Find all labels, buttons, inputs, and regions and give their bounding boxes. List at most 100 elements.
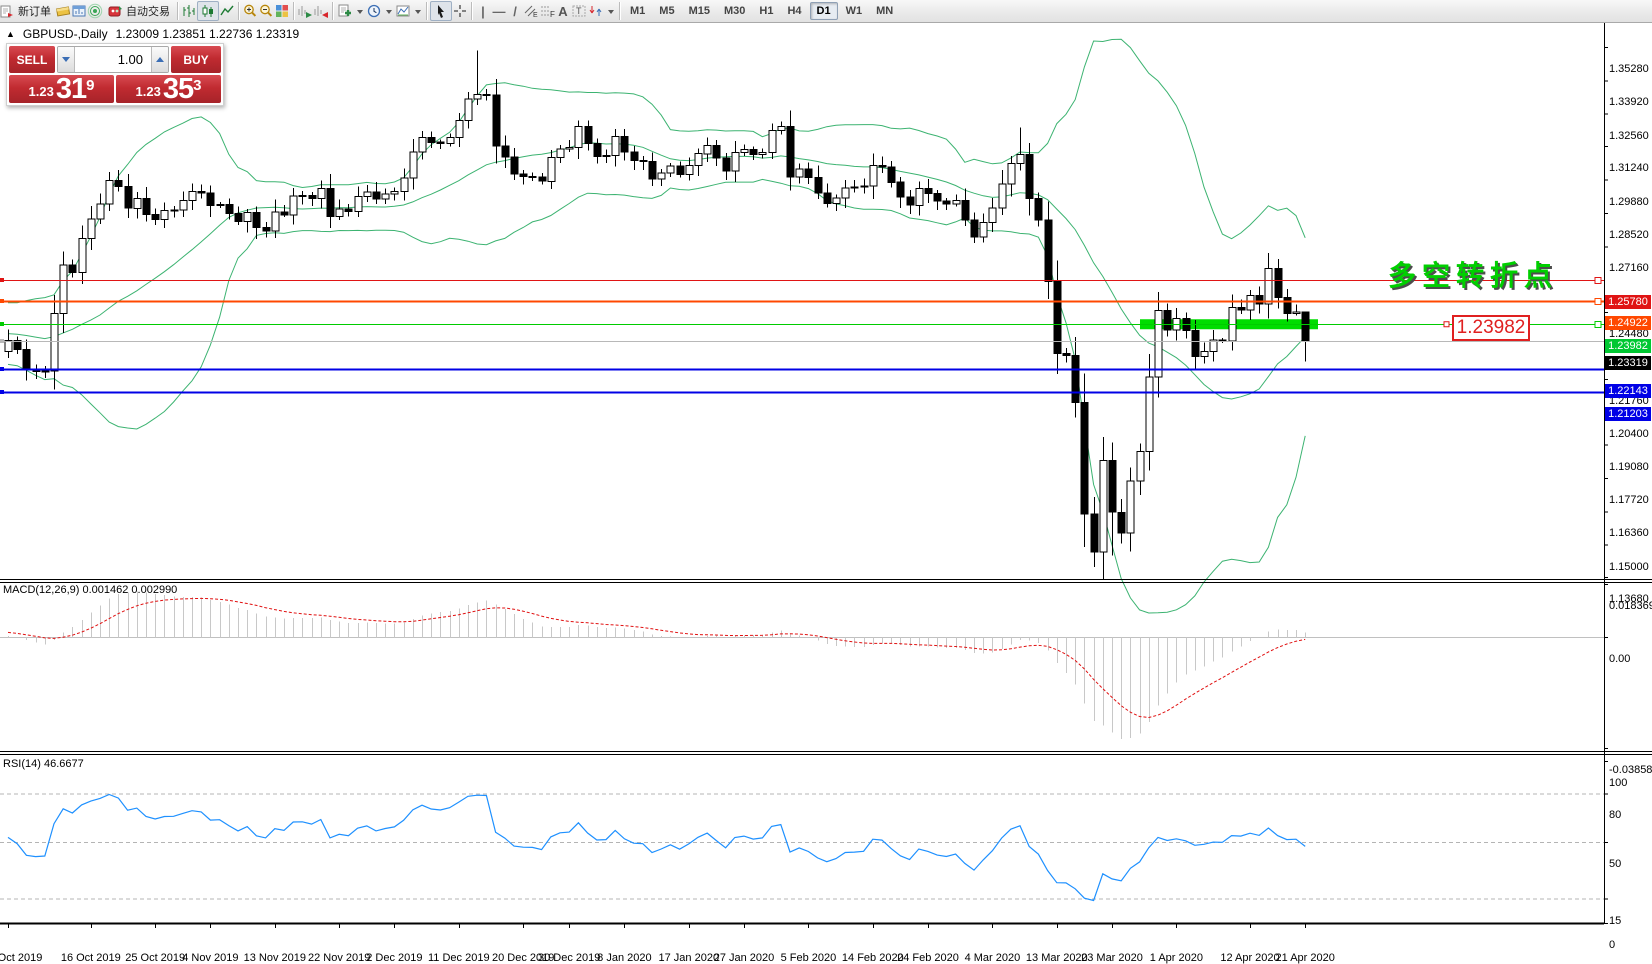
macd-axis-tick: -0.038585 (1609, 764, 1652, 776)
main-toolbar: 新订单 自动交易 (0, 0, 1652, 23)
price-axis-tick: 1.17720 (1609, 493, 1649, 506)
price-axis-tick: 1.19080 (1609, 460, 1649, 473)
price-axis-tick: 1.35280 (1609, 63, 1649, 75)
price-axis-badge: 1.22143 (1605, 384, 1651, 399)
timeframe-group: M1 M5 M15 M30 H1 H4 D1 W1 MN (623, 2, 900, 20)
down-arrow-icon (62, 57, 70, 66)
price-chart-canvas[interactable]: ▲ GBPUSD-,Daily 1.23009 1.23851 1.22736 … (0, 22, 1652, 964)
price-axis-tick: 1.27160 (1609, 262, 1649, 275)
timeframe-h1[interactable]: H1 (759, 5, 774, 17)
volume-input[interactable] (75, 47, 151, 72)
up-arrow-icon (156, 53, 164, 62)
turning-point-annotation[interactable]: 多空转折点 (1388, 260, 1559, 291)
toolbar-separator (332, 2, 333, 20)
price-axis-badge: 1.25780 (1605, 295, 1651, 310)
windows-icon[interactable] (71, 3, 87, 19)
rsi-axis-tick: 0 (1609, 939, 1616, 951)
price-axis-tick: 1.31240 (1609, 162, 1649, 175)
line-chart-icon[interactable] (219, 3, 235, 19)
ask-price-prefix: 1.23 (135, 84, 161, 99)
auto-trading-icon (107, 3, 123, 19)
new-order-icon (0, 3, 15, 19)
date-axis-label: 21 Apr 2020 (1275, 952, 1335, 964)
gold-box-icon[interactable] (55, 3, 71, 19)
toolbar-separator (177, 2, 178, 20)
text-tool-icon[interactable]: A (558, 3, 568, 19)
price-axis-tick: 1.13680 (1609, 593, 1649, 606)
bid-price-big: 31 (55, 73, 87, 105)
volume-decrease-button[interactable] (58, 47, 75, 72)
toolbar-separator (426, 2, 427, 20)
auto-scroll-icon[interactable] (297, 3, 313, 19)
chart-title: ▲ GBPUSD-,Daily 1.23009 1.23851 1.22736 … (6, 27, 299, 41)
channel-tool-icon[interactable]: E (523, 3, 539, 19)
price-axis-tick: 1.28520 (1609, 228, 1649, 241)
auto-trading-button[interactable]: 自动交易 (103, 1, 174, 21)
timeframe-m5[interactable]: M5 (659, 5, 675, 17)
timeframe-m15[interactable]: M15 (688, 5, 710, 17)
indicators-button[interactable] (336, 1, 365, 21)
ask-price-pip: 3 (193, 77, 202, 94)
arrows-caret-icon (608, 9, 614, 17)
chart-drawing[interactable] (0, 22, 1652, 947)
crosshair-icon[interactable] (452, 3, 468, 19)
label-tool-icon[interactable]: T (571, 3, 587, 19)
price-callout-label[interactable]: 1.23982 (1452, 315, 1530, 341)
trendline-tool-icon[interactable]: / (513, 3, 517, 19)
rsi-axis-tick: 80 (1609, 809, 1622, 822)
timeframe-m30[interactable]: M30 (723, 5, 746, 17)
arrows-icon (588, 3, 604, 19)
fibonacci-tool-icon[interactable]: F (539, 3, 555, 19)
toolbar-separator (619, 2, 620, 20)
arrows-button[interactable] (587, 1, 616, 21)
timeframe-m1[interactable]: M1 (630, 5, 646, 17)
cursor-button[interactable] (430, 1, 452, 21)
timeframe-w1[interactable]: W1 (845, 5, 863, 17)
candlestick-chart-icon (200, 3, 216, 19)
chart-shift-icon[interactable] (313, 3, 329, 19)
timeframe-h4[interactable]: H4 (787, 5, 802, 17)
signals-icon[interactable] (87, 3, 103, 19)
sell-button[interactable]: SELL (9, 46, 55, 73)
symbol-period-label: GBPUSD-,Daily (22, 27, 108, 41)
volume-increase-button[interactable] (151, 47, 168, 72)
timeframe-d1[interactable]: D1 (809, 2, 838, 20)
price-axis-tick: 1.16360 (1609, 527, 1649, 540)
templates-button[interactable] (394, 1, 423, 21)
svg-text:F: F (550, 10, 555, 19)
periods-button[interactable] (365, 1, 394, 21)
clock-icon (366, 3, 382, 19)
price-axis-badge: 1.23982 (1605, 339, 1651, 354)
candlestick-chart-button[interactable] (197, 1, 219, 21)
rsi-axis-tick: 15 (1609, 914, 1622, 927)
zoom-in-icon[interactable] (242, 3, 258, 19)
collapse-arrow-icon[interactable]: ▲ (6, 29, 15, 39)
price-axis-tick: 1.32560 (1609, 129, 1649, 142)
volume-box (57, 46, 169, 73)
timeframe-mn[interactable]: MN (876, 5, 894, 17)
horizontal-line-tool-icon[interactable]: — (492, 3, 506, 19)
price-axis-tick: 1.29880 (1609, 195, 1649, 208)
zoom-out-icon[interactable] (258, 3, 274, 19)
new-order-button[interactable]: 新订单 (0, 1, 55, 21)
bid-price-pip: 9 (86, 77, 95, 94)
svg-text:E: E (533, 12, 538, 19)
price-axis-tick: 1.33920 (1609, 96, 1649, 109)
macd-label: MACD(12,26,9) 0.001462 0.002990 (3, 584, 178, 596)
price-axis-badge: 1.23319 (1605, 355, 1651, 370)
ask-price-big: 35 (162, 73, 194, 105)
toolbar-separator (293, 2, 294, 20)
one-click-trading-panel: SELL BUY 1.23 31 9 1.23 35 3 (6, 43, 224, 106)
indicators-icon (337, 3, 353, 19)
cursor-icon (433, 3, 449, 19)
macd-axis-tick: 0.018369 (1609, 600, 1652, 613)
buy-button[interactable]: BUY (171, 46, 221, 73)
bar-chart-icon[interactable] (181, 3, 197, 19)
tile-windows-icon[interactable] (274, 3, 290, 19)
price-axis-tick: 1.15000 (1609, 560, 1649, 573)
bid-price-prefix: 1.23 (28, 84, 54, 99)
macd-axis-tick: 0.00 (1609, 653, 1631, 665)
vertical-line-tool-icon[interactable]: | (481, 3, 485, 19)
bid-quote[interactable]: 1.23 31 9 (9, 73, 114, 105)
ask-quote[interactable]: 1.23 35 3 (116, 73, 221, 105)
